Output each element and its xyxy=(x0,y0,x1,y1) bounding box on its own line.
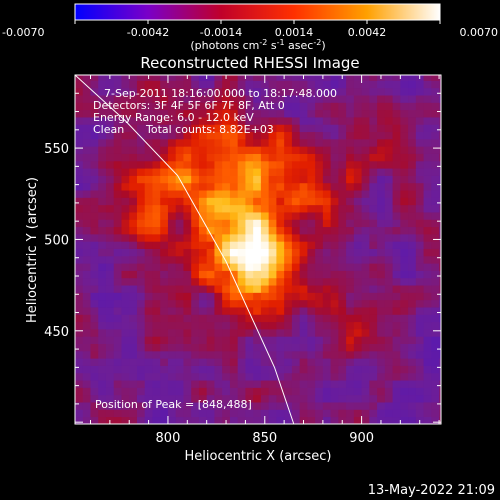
colorbar-tick-label: -0.0070 xyxy=(2,26,44,39)
x-tick-label: 850 xyxy=(252,431,277,446)
colorbar-ticks: -0.0070 -0.0042 -0.0014 0.0014 0.0042 0.0070 xyxy=(2,20,498,39)
chart-title: Reconstructed RHESSI Image xyxy=(140,54,359,72)
peak-position-label: Position of Peak = [848,488] xyxy=(95,398,252,411)
colorbar-units: (photons cm-2 s-1 asec-2) xyxy=(190,38,325,52)
y-tick-label: 550 xyxy=(44,142,69,157)
x-tick-label: 800 xyxy=(156,431,181,446)
x-axis-label: Heliocentric X (arcsec) xyxy=(185,449,332,464)
colorbar-tick-label: -0.0042 xyxy=(127,26,169,39)
colorbar-tick-label: 0.0042 xyxy=(348,26,387,39)
colorbar-tick-label: 0.0070 xyxy=(460,26,499,39)
y-tick-label: 500 xyxy=(44,233,69,248)
y-tick-label: 450 xyxy=(44,325,69,340)
heatmap-image xyxy=(75,75,441,424)
colorbar xyxy=(74,3,441,21)
energy-range-label: Energy Range: 6.0 - 12.0 keV xyxy=(93,111,254,124)
detectors-label: Detectors: 3F 4F 5F 6F 7F 8F, Att 0 xyxy=(93,99,285,112)
plot-frame xyxy=(74,74,442,425)
x-tick-label: 900 xyxy=(349,431,374,446)
total-counts-label: Total counts: 8.82E+03 xyxy=(145,123,274,136)
y-axis-label: Heliocentric Y (arcsec) xyxy=(25,177,40,323)
colorbar-tick-label: -0.0014 xyxy=(200,26,242,39)
colorbar-tick-label: 0.0014 xyxy=(275,26,314,39)
solar-limb-arc xyxy=(75,75,295,424)
axis-ticks: 800 850 900 450 500 550 xyxy=(44,74,441,446)
footer-date: 13-May-2022 21:09 xyxy=(368,483,495,498)
time-range-label: 7-Sep-2011 18:16:00.000 to 18:17:48.000 xyxy=(104,87,337,100)
method-label: Clean xyxy=(93,123,124,136)
